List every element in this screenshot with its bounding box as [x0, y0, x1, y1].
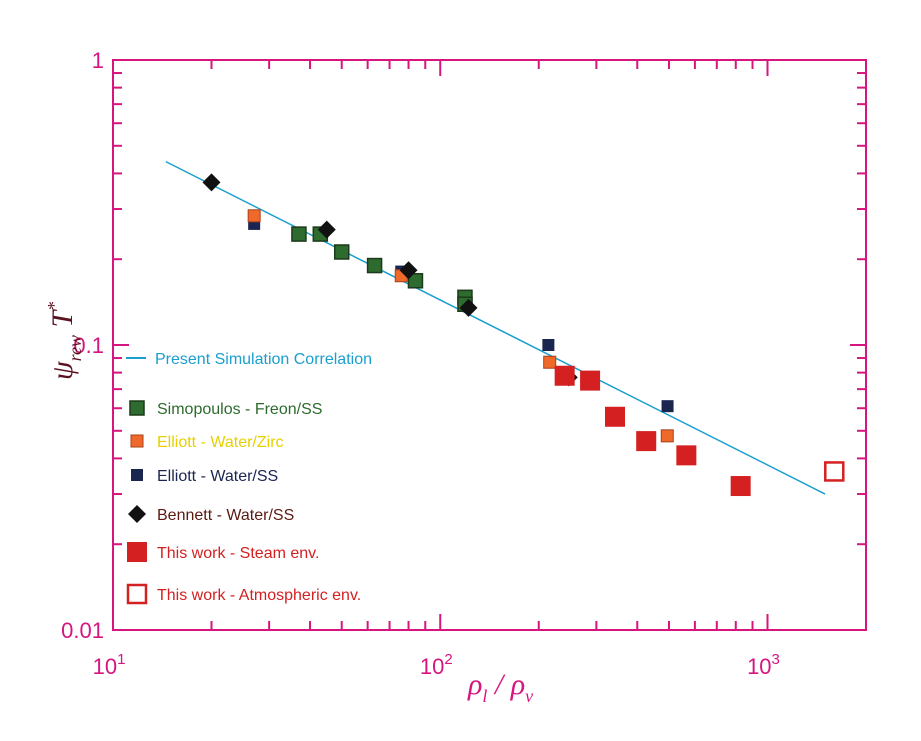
square-marker	[247, 209, 261, 223]
square-marker	[366, 257, 383, 274]
square-marker	[580, 370, 601, 391]
x-axis-title: ρl / ρv	[467, 668, 533, 706]
tick-labels: 1 0.1 0.01 101 102 103	[61, 48, 780, 679]
square-marker	[605, 406, 626, 427]
square-marker	[554, 365, 575, 386]
axis-titles: ρl / ρv ψrew T*	[44, 302, 533, 706]
legend-label: Elliott - Water/Zirc	[157, 434, 284, 451]
square-marker	[407, 273, 424, 289]
legend-entry: Elliott - Water/SS	[131, 468, 278, 485]
square-marker	[130, 434, 144, 448]
square-marker	[131, 469, 143, 481]
y-tick-label: 0.1	[73, 333, 104, 358]
y-tick-label: 1	[92, 48, 104, 73]
series-square-red	[554, 365, 751, 497]
square-marker	[127, 542, 147, 562]
square-marker	[542, 339, 555, 351]
open-square-marker	[126, 583, 148, 605]
legend-entry: Elliott - Water/Zirc	[130, 434, 284, 451]
x-tick-label: 101	[93, 651, 126, 679]
legend-entry: This work - Atmospheric env.	[126, 583, 361, 605]
diamond-marker	[459, 298, 478, 317]
legend-label: Elliott - Water/SS	[157, 468, 278, 485]
axis-ticks	[112, 59, 867, 631]
correlation-line	[165, 160, 826, 495]
square-marker	[543, 355, 557, 369]
series-square-navy	[248, 217, 674, 413]
square-marker	[333, 244, 350, 260]
legend-label: Present Simulation Correlation	[155, 351, 372, 368]
x-tick-label: 102	[420, 651, 453, 679]
diamond-marker	[202, 173, 221, 192]
square-marker	[661, 400, 674, 413]
y-tick-label: 0.01	[61, 618, 104, 643]
y-axis-title: ψrew T*	[44, 302, 85, 380]
legend-entry: Present Simulation Correlation	[126, 351, 372, 368]
series-square-green	[291, 226, 473, 312]
square-marker	[291, 226, 307, 242]
series-line	[165, 160, 826, 495]
legend-label: Simopoulos - Freon/SS	[157, 401, 322, 418]
data-series	[165, 160, 845, 497]
diamond-marker	[128, 505, 146, 523]
square-marker	[730, 476, 751, 497]
legend: Present Simulation Correlation Simopoulos…	[126, 351, 372, 605]
series-diamond	[202, 173, 578, 387]
legend-label: This work - Atmospheric env.	[157, 587, 361, 604]
square-marker	[676, 445, 697, 466]
square-marker	[636, 431, 657, 452]
x-tick-label: 103	[747, 651, 780, 679]
square-marker	[129, 400, 145, 416]
legend-entry: Simopoulos - Freon/SS	[129, 400, 322, 418]
legend-entry: This work - Steam env.	[127, 542, 319, 562]
legend-label: This work - Steam env.	[157, 545, 319, 562]
diamond-marker	[399, 261, 418, 280]
series-square-open	[824, 461, 845, 482]
square-marker	[660, 429, 674, 443]
diamond-marker	[317, 220, 336, 239]
legend-label: Bennett - Water/SS	[157, 507, 294, 524]
open-square-marker	[824, 461, 845, 482]
legend-entry: Bennett - Water/SS	[128, 505, 294, 524]
